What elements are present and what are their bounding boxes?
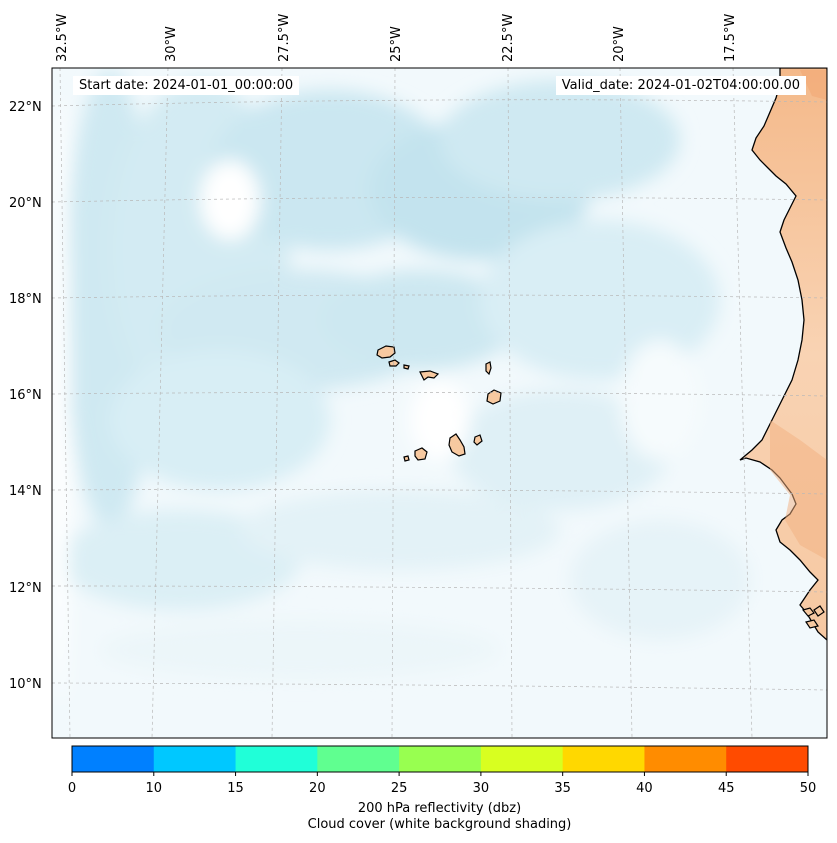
colorbar-label-line2: Cloud cover (white background shading) — [307, 817, 572, 832]
colorbar-tick-label: 35 — [554, 781, 571, 796]
start-date-label: Start date: 2024-01-01_00:00:00 — [73, 76, 300, 95]
colorbar-segment — [153, 746, 237, 772]
colorbar-tick-label: 15 — [227, 781, 244, 796]
lat-label: 16°N — [9, 388, 42, 403]
colorbar-tick-label: 50 — [800, 781, 817, 796]
colorbar-segment — [72, 746, 155, 772]
colorbar-tick-label: 0 — [68, 781, 76, 796]
colorbar: 0 10 15 20 25 30 35 40 45 50 — [68, 745, 817, 796]
lon-label: 32.5°W — [55, 14, 70, 62]
island-sao-nicolau — [419, 370, 440, 381]
colorbar-segment — [317, 746, 400, 772]
lat-label: 18°N — [9, 292, 42, 307]
colorbar-label: 200 hPa reflectivity (dbz) Cloud cover (… — [52, 801, 827, 833]
colorbar-tick-label: 45 — [718, 781, 735, 796]
island-sal — [485, 361, 492, 376]
island-fogo — [414, 447, 428, 461]
colorbar-tick-label: 25 — [391, 781, 408, 796]
valid-date-label: Valid_date: 2024-01-02T04:00:00.00 — [555, 76, 806, 95]
lon-label: 25°W — [389, 26, 404, 62]
lat-label: 14°N — [9, 484, 42, 499]
colorbar-tick-label: 20 — [309, 781, 326, 796]
colorbar-segment — [235, 746, 318, 772]
colorbar-segment — [399, 746, 482, 772]
colorbar-tick-label: 10 — [146, 781, 163, 796]
map-panel — [52, 68, 827, 738]
island-santa-luzia — [403, 364, 410, 370]
latitude-labels: 22°N 20°N 18°N 16°N 14°N 12°N 10°N — [9, 100, 42, 692]
island-boavista — [486, 389, 502, 405]
colorbar-segment — [726, 746, 809, 772]
island-santiago — [448, 433, 466, 457]
lon-label: 22.5°W — [501, 14, 516, 62]
island-brava — [403, 455, 410, 462]
longitude-labels: 32.5°W 30°W 27.5°W 25°W 22.5°W 20°W 17.5… — [55, 14, 738, 62]
colorbar-tick-label: 40 — [636, 781, 653, 796]
graticule — [52, 68, 827, 738]
lat-label: 20°N — [9, 196, 42, 211]
colorbar-tick-label: 30 — [473, 781, 490, 796]
lon-label: 27.5°W — [277, 14, 292, 62]
island-santo-antao — [376, 345, 396, 359]
colorbar-frame — [71, 745, 809, 773]
colorbar-segment — [644, 746, 727, 772]
lat-label: 12°N — [9, 581, 42, 596]
colorbar-segment — [480, 746, 564, 772]
lon-label: 20°W — [612, 26, 627, 62]
lon-label: 17.5°W — [723, 14, 738, 62]
lat-label: 10°N — [9, 677, 42, 692]
colorbar-label-line1: 200 hPa reflectivity (dbz) — [357, 801, 522, 816]
cloud-cover-shading — [52, 70, 750, 700]
colorbar-segment — [562, 746, 645, 772]
island-maio — [473, 434, 483, 446]
lon-label: 30°W — [164, 26, 179, 62]
lat-label: 22°N — [9, 100, 42, 115]
cape-verde-islands — [376, 345, 825, 629]
